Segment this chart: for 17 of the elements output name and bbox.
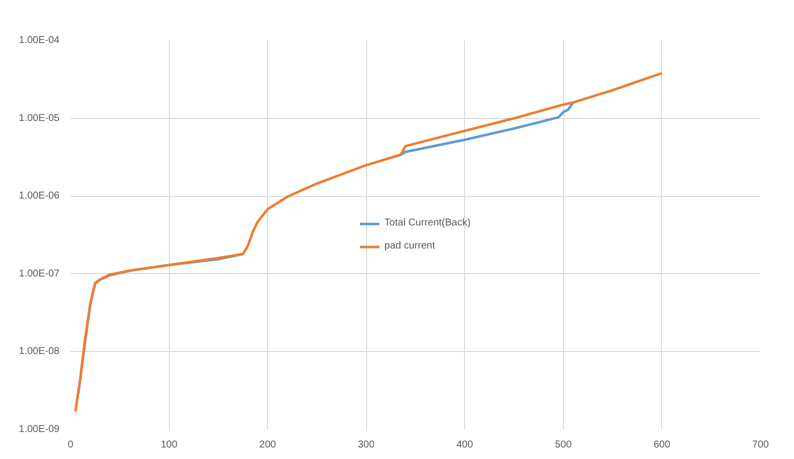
x-tick-label: 600: [654, 440, 671, 450]
x-tick-label: 0: [68, 440, 74, 450]
x-tick-label: 100: [160, 440, 178, 450]
y-tick-label: 1.00E-04: [18, 35, 60, 46]
y-tick-label: 1.00E-06: [18, 190, 60, 202]
x-tick-label: 300: [358, 440, 375, 450]
y-tick-label: 1.00E-05: [18, 112, 60, 124]
y-tick-label: 1.00E-09: [18, 424, 60, 435]
line-series: [74, 72, 664, 413]
legend-label: pad current: [384, 240, 436, 252]
legend-label: Total Current(Back): [384, 218, 471, 228]
x-tick-label: 500: [555, 440, 572, 450]
x-tick-label: 700: [752, 440, 770, 450]
y-tick-label: 1.00E-08: [18, 346, 60, 358]
x-tick-label: 200: [259, 440, 276, 450]
x-tick-label: 400: [456, 440, 474, 450]
y-tick-label: 1.00E-07: [18, 268, 60, 280]
